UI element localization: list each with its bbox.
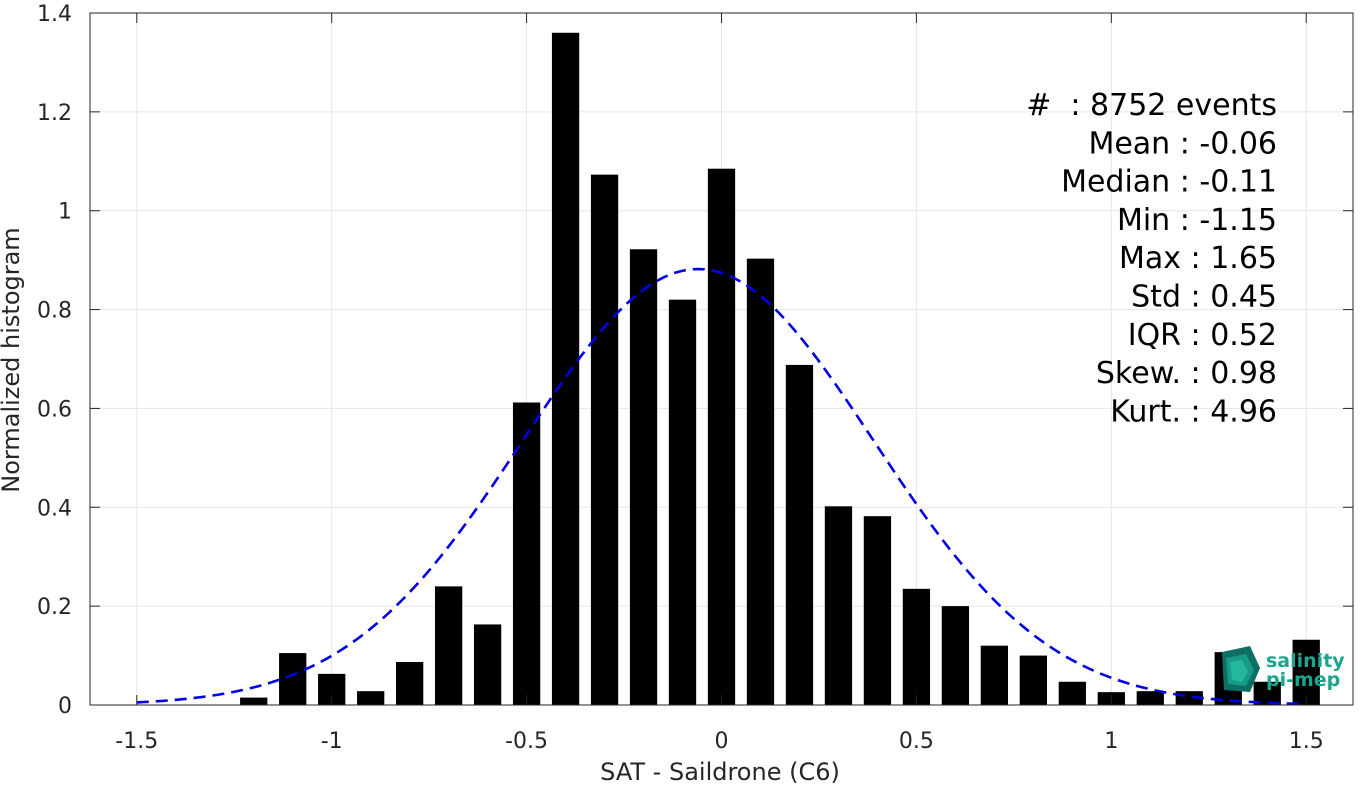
histogram-bar bbox=[590, 174, 619, 706]
x-tick-label: 1.5 bbox=[1289, 729, 1324, 754]
gaussian-fit-curve bbox=[136, 267, 1307, 706]
histogram-bar bbox=[473, 624, 502, 705]
histogram-bar bbox=[629, 249, 658, 706]
x-tick-label: -1 bbox=[321, 729, 343, 754]
x-tick-label: 1 bbox=[1104, 729, 1118, 754]
y-tick-label: 0.2 bbox=[37, 595, 72, 620]
histogram-bar bbox=[980, 645, 1009, 705]
x-tick-labels: -1.5 -1 -0.5 0 0.5 1 1.5 bbox=[115, 729, 1323, 754]
stats-line: Max : 1.65 bbox=[1119, 241, 1277, 276]
y-tick-label: 0.6 bbox=[37, 397, 72, 422]
histogram-bar bbox=[824, 506, 853, 705]
histogram-bar bbox=[512, 402, 541, 705]
stats-line: Min : -1.15 bbox=[1117, 203, 1277, 238]
x-tick-label: 0.5 bbox=[899, 729, 934, 754]
logo-text-salinity: salinity bbox=[1266, 650, 1345, 672]
stats-line: Median : -0.11 bbox=[1061, 165, 1277, 200]
histogram-bar bbox=[902, 588, 931, 705]
y-axis-label: Normalized histogram bbox=[0, 227, 25, 492]
x-tick-label: -0.5 bbox=[505, 729, 548, 754]
histogram-bar bbox=[357, 691, 385, 705]
stats-line: Skew. : 0.98 bbox=[1096, 356, 1277, 391]
histogram-bar bbox=[1253, 681, 1281, 705]
histogram-bar bbox=[707, 168, 736, 705]
y-tick-label: 1.2 bbox=[37, 101, 72, 126]
histogram-bar bbox=[434, 586, 463, 705]
y-tick-label: 0 bbox=[58, 694, 72, 719]
stats-line: IQR : 0.52 bbox=[1128, 318, 1277, 353]
y-tick-label: 1.4 bbox=[37, 2, 72, 27]
histogram-bar bbox=[1058, 681, 1086, 705]
x-tick-label: 0 bbox=[715, 729, 729, 754]
x-tick-label: -1.5 bbox=[115, 729, 158, 754]
stats-line: # : 8752 events bbox=[1026, 88, 1277, 123]
histogram-bar bbox=[1019, 655, 1047, 705]
histogram-bar bbox=[941, 606, 970, 705]
histogram-bar bbox=[1292, 639, 1320, 705]
histogram-bar bbox=[668, 299, 697, 705]
y-tick-label: 0.4 bbox=[37, 496, 72, 521]
histogram-bar bbox=[279, 653, 307, 705]
y-tick-label: 1 bbox=[58, 200, 72, 225]
axes bbox=[89, 12, 1354, 706]
stats-line: Kurt. : 4.96 bbox=[1110, 394, 1277, 429]
histogram-bar bbox=[240, 697, 268, 705]
salinity-pimep-logo: salinity pi-mep bbox=[1222, 646, 1345, 692]
histogram-bar bbox=[551, 32, 580, 706]
logo-text-pimep: pi-mep bbox=[1266, 669, 1340, 691]
histogram-bar bbox=[1136, 691, 1164, 705]
stats-line: Std : 0.45 bbox=[1131, 280, 1277, 315]
y-tick-label: 0.8 bbox=[37, 299, 72, 324]
histogram-bar bbox=[785, 364, 814, 705]
histogram-bar bbox=[396, 661, 424, 705]
histogram-bar bbox=[746, 258, 775, 705]
y-tick-labels: 0 0.2 0.4 0.6 0.8 1 1.2 1.4 bbox=[37, 2, 72, 719]
histogram-bars bbox=[240, 32, 1320, 706]
x-axis-label: SAT - Saildrone (C6) bbox=[600, 758, 840, 785]
stats-line: Mean : -0.06 bbox=[1088, 126, 1277, 161]
histogram-bar bbox=[863, 516, 892, 705]
logo-icon bbox=[1222, 646, 1260, 692]
